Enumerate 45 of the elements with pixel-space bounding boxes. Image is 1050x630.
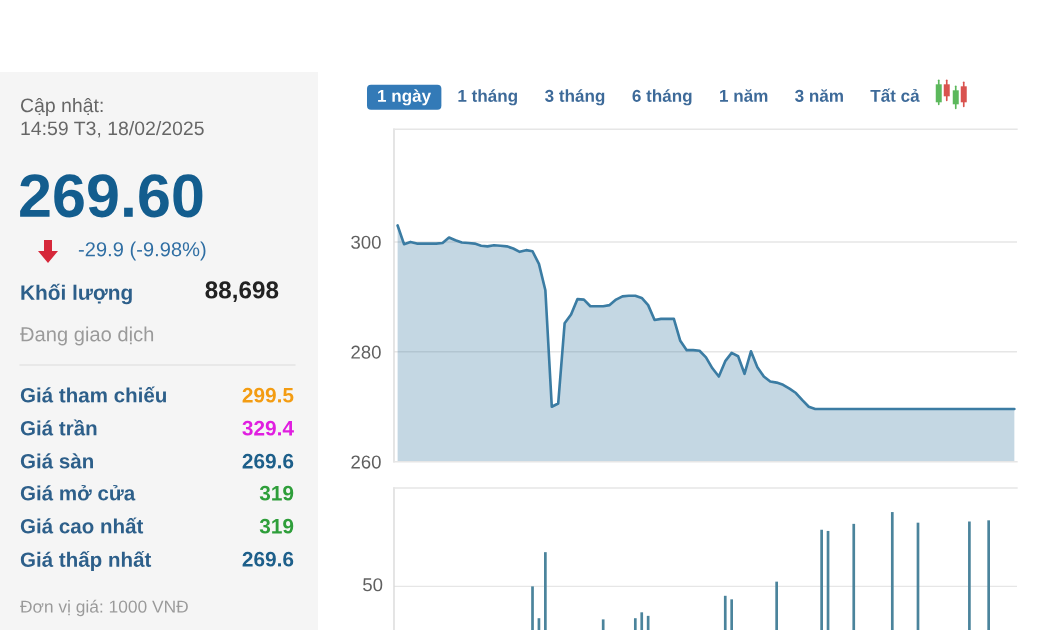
y-tick-label: 300 <box>351 235 381 249</box>
bar <box>968 521 971 630</box>
text: 329.4 <box>242 420 294 436</box>
bar <box>730 599 734 630</box>
text: Giá trần <box>20 419 97 436</box>
text: 50 <box>363 578 383 592</box>
bar <box>890 512 894 630</box>
text: Giá tham chiếu <box>20 386 166 403</box>
text: 3 tháng <box>545 89 605 106</box>
text: Cập nhật: <box>20 97 103 117</box>
bar <box>852 523 856 630</box>
text: 3 năm <box>795 89 843 102</box>
text: Giá thấp nhất <box>20 550 152 572</box>
bar <box>640 612 644 630</box>
text: 1 năm <box>720 89 768 102</box>
bar <box>531 586 534 630</box>
text: 299.5 <box>242 387 294 403</box>
text: 1 tháng <box>458 89 517 106</box>
bar <box>646 615 650 630</box>
bar <box>723 595 727 630</box>
text: Khối lượng <box>21 283 132 305</box>
text: 319 <box>259 485 294 501</box>
y-tick-label: 280 <box>351 345 381 359</box>
bar <box>775 581 778 630</box>
text: Giá mở cửa <box>20 484 136 501</box>
text: 1 ngày <box>378 89 432 106</box>
text: 319 <box>259 518 294 534</box>
text: 88,698 <box>205 281 279 303</box>
text: Tất cả <box>870 88 920 102</box>
text: 269.6 <box>242 453 294 469</box>
bar <box>544 552 547 630</box>
text: 14:59 T3, 18/02/2025 <box>21 120 204 138</box>
text: Giá cao nhất <box>20 517 144 534</box>
text: Đơn vị giá: 1000 VNĐ <box>20 599 188 617</box>
bar <box>601 619 605 630</box>
text: 6 tháng <box>632 89 692 106</box>
text: -29.9 (-9.98%) <box>78 241 206 261</box>
bar <box>820 529 823 630</box>
text: Giá sàn <box>20 453 93 469</box>
bar <box>987 520 991 630</box>
bar <box>633 618 637 630</box>
text: 269.60 <box>20 174 203 218</box>
text: 269.6 <box>242 551 294 567</box>
y-tick-label: 260 <box>351 455 381 469</box>
text: Đang giao dịch <box>20 326 154 346</box>
